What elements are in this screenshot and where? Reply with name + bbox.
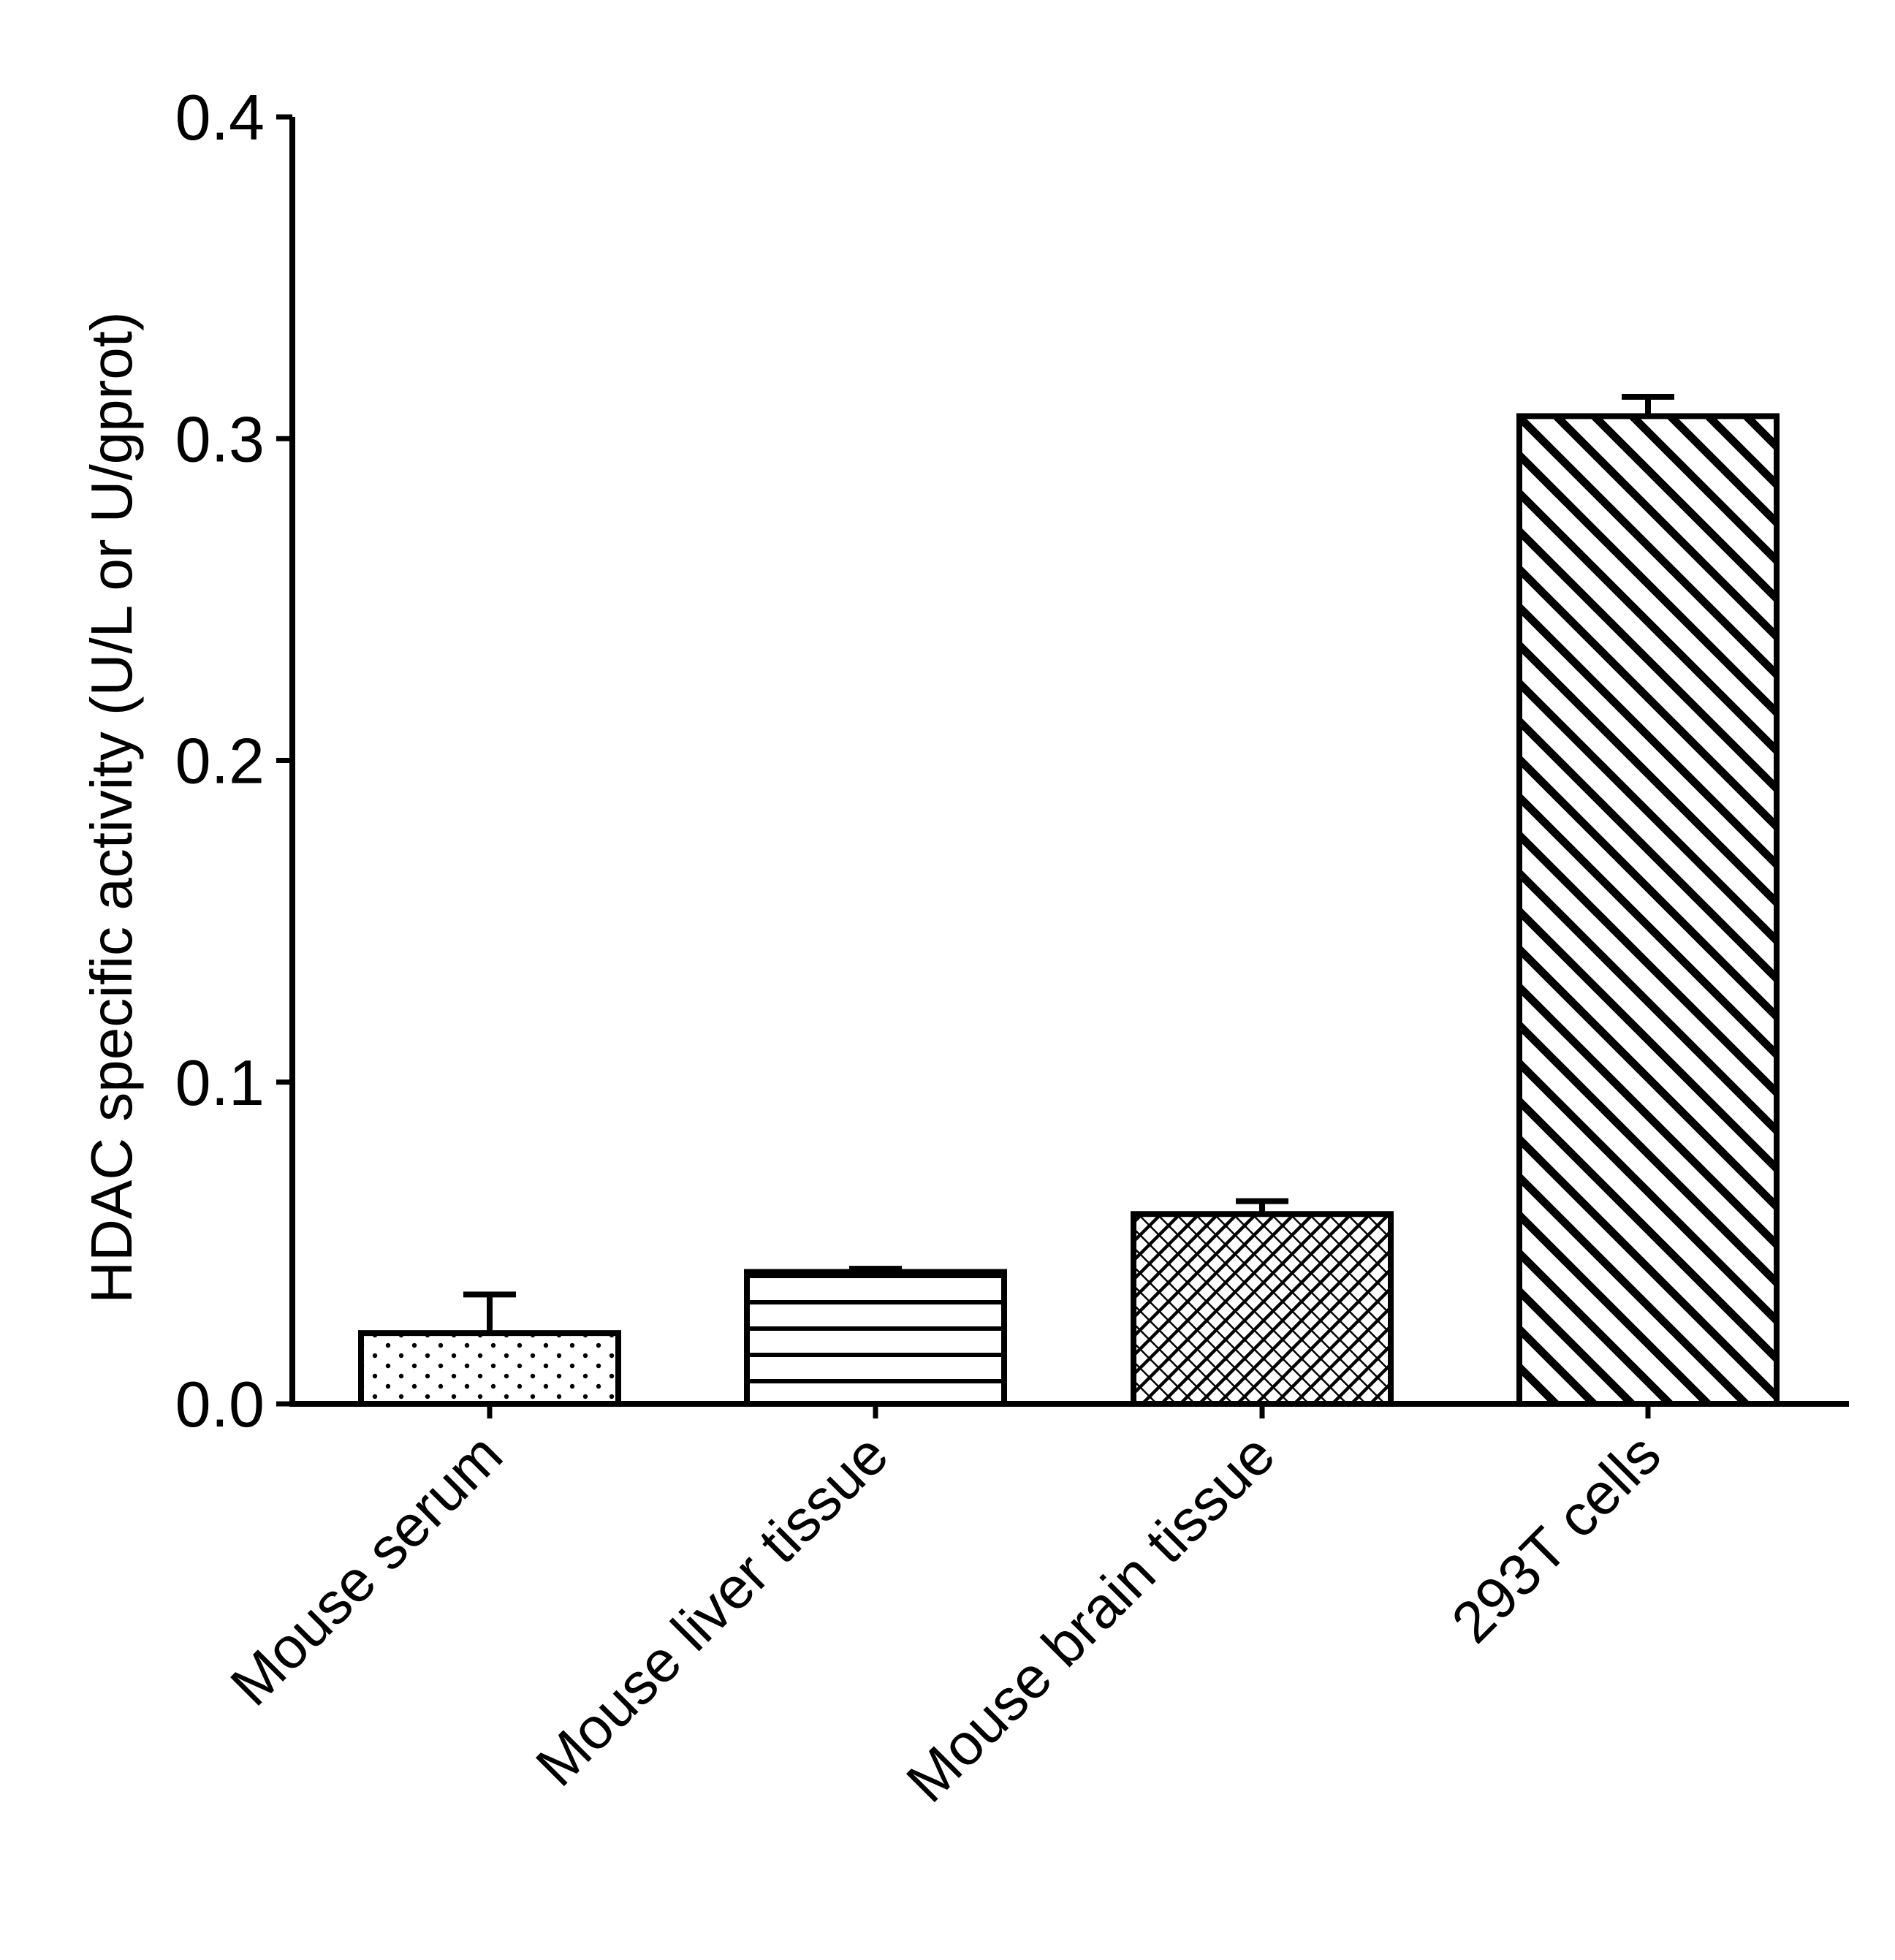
y-tick-label: 0.4 (175, 81, 265, 153)
x-tick-label: Mouse liver tissue (523, 1421, 900, 1798)
y-axis-title: HDAC specific activity (U/L or U/gprot) (79, 311, 144, 1303)
x-tick-label: Mouse brain tissue (894, 1421, 1287, 1815)
y-tick-label: 0.3 (175, 403, 265, 475)
bar (744, 1269, 1007, 1408)
bar (1516, 413, 1780, 1407)
bar (358, 1330, 621, 1408)
x-tick-label: 293T cells (1439, 1421, 1673, 1655)
bar (1131, 1211, 1394, 1407)
y-tick-label: 0.0 (175, 1368, 265, 1440)
y-tick-label: 0.1 (175, 1047, 265, 1119)
x-tick-label: Mouse serum (218, 1421, 514, 1718)
y-tick-label: 0.2 (175, 725, 265, 797)
